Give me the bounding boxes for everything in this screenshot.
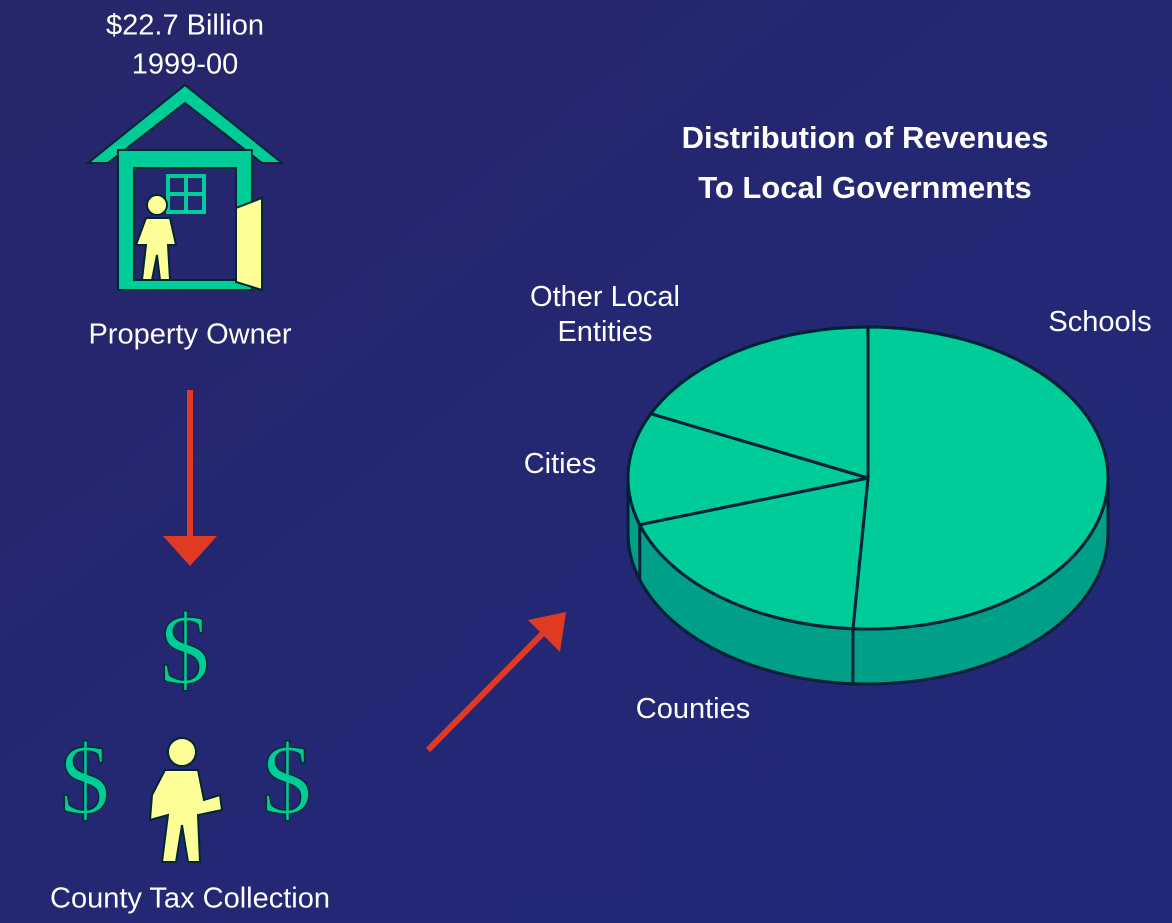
slice-label: Other Local Entities (530, 281, 680, 348)
pie-chart (626, 325, 1110, 686)
slice-label: Cities (523, 448, 597, 480)
pie-slice (637, 476, 870, 631)
dollar-sign: $ (262, 724, 312, 835)
arrow-diagonal (425, 612, 566, 753)
chart-title: To Local Governments (698, 170, 1032, 205)
year: 1999-00 (132, 49, 238, 81)
slice-label: Schools (1048, 306, 1152, 338)
collector-label: County Tax Collection (50, 883, 330, 915)
pie-slice (851, 325, 1110, 631)
amount: $22.7 Billion (106, 10, 264, 42)
dollar-sign: $ (60, 724, 110, 835)
slice-label: Counties (635, 693, 751, 725)
dollar-sign: $ (160, 594, 210, 705)
source-label: Property Owner (88, 319, 291, 351)
arrow-down (163, 390, 217, 566)
house-icon (85, 83, 285, 292)
collector-icon (148, 737, 224, 863)
chart-title: Distribution of Revenues (682, 120, 1049, 155)
pie-slice (648, 325, 870, 481)
pie-slice (626, 411, 869, 527)
